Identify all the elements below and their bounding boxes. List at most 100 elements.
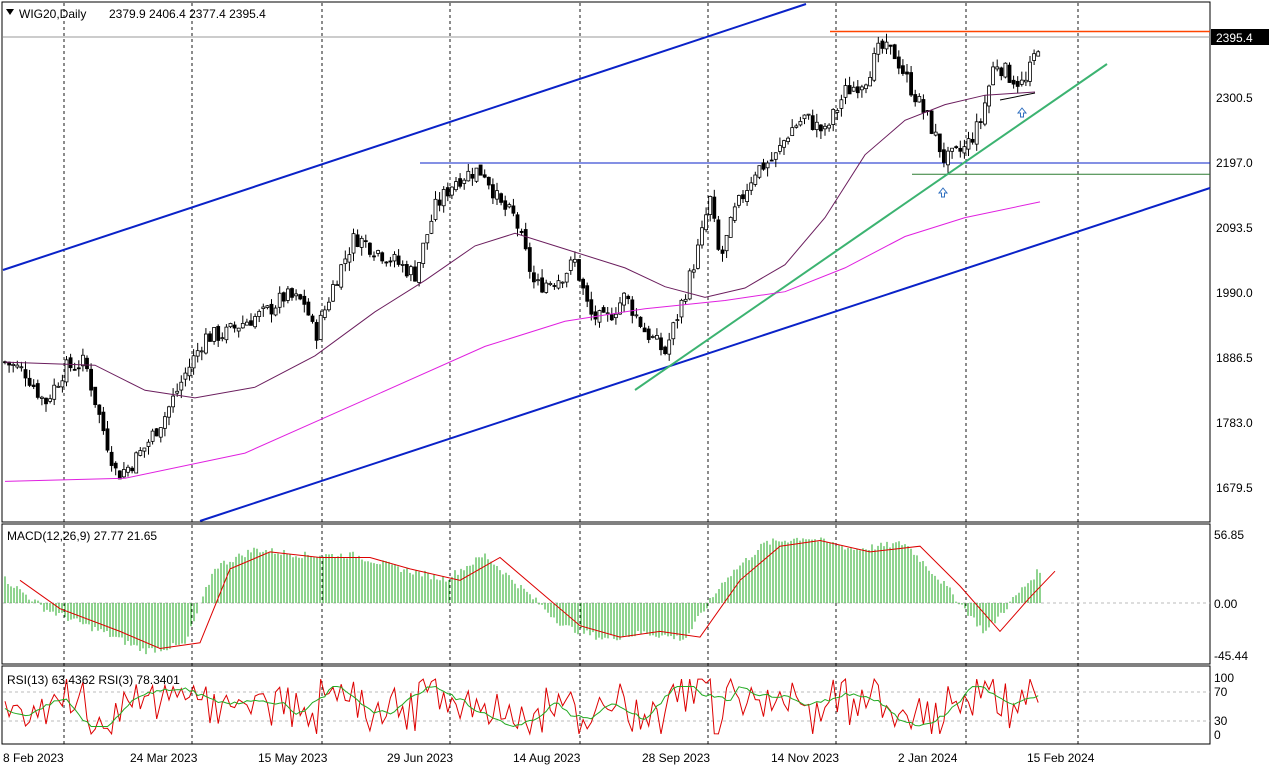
candle-bear (540, 277, 544, 293)
up-arrow-icon (1016, 107, 1028, 118)
candle-bull (556, 280, 561, 289)
candle-bull (696, 244, 700, 269)
candle-bear (769, 159, 774, 162)
candle-bull (220, 337, 225, 340)
candle-bull (11, 363, 16, 366)
candle-bull (257, 310, 262, 317)
candle-bull (991, 66, 995, 86)
candle-bull (441, 189, 446, 207)
macd-tick: 0.00 (1214, 597, 1238, 611)
candle-bull (277, 292, 282, 308)
candle-bull (171, 395, 176, 408)
candle-bull (757, 165, 762, 178)
candle-bear (281, 292, 286, 302)
candle-bull (737, 195, 741, 206)
candle-bear (93, 386, 98, 406)
candle-bear (85, 357, 89, 370)
candle-bull (1032, 53, 1036, 61)
candle-bull (122, 469, 126, 478)
candle-bull (536, 279, 540, 282)
uptrend-line (634, 63, 1108, 391)
candle-bear (23, 369, 28, 379)
candle-bear (31, 384, 36, 387)
candle-bull (860, 86, 864, 91)
candle-bear (1011, 79, 1016, 85)
candle-bear (302, 295, 307, 305)
price-tick: 2300.5 (1216, 91, 1253, 105)
rsi-tick: 70 (1214, 685, 1228, 699)
candle-bull (212, 327, 217, 342)
candle-bull (843, 85, 848, 98)
candle-bear (970, 138, 975, 143)
candle-bull (708, 196, 713, 215)
candle-bear (413, 266, 417, 282)
candle-bull (343, 258, 348, 265)
candle-bull (679, 299, 684, 318)
candle-bull (827, 124, 831, 129)
lower-channel-line (199, 187, 1211, 522)
candle-bull (339, 264, 344, 288)
price-tick: 2197.0 (1216, 156, 1253, 170)
candle-bull (244, 321, 249, 326)
candle-bear (659, 337, 663, 351)
candle-bull (634, 314, 639, 317)
candle-bull (814, 121, 819, 131)
candle-bull (782, 140, 786, 148)
short-trend-line (999, 92, 1036, 101)
date-label: 14 Nov 2023 (771, 751, 839, 765)
candle-bull (823, 125, 827, 130)
candle-bull (40, 396, 44, 399)
candle-bull (236, 327, 241, 332)
candle-bull (19, 366, 24, 369)
candle-bull (134, 452, 139, 474)
candle-bear (130, 467, 135, 472)
candle-bull (917, 96, 922, 103)
candle-bull (1024, 79, 1028, 83)
candle-bear (901, 65, 905, 74)
candle-bull (429, 220, 434, 234)
candle-bull (868, 76, 872, 87)
candle-bull (56, 385, 61, 388)
candle-bull (933, 131, 938, 136)
candle-bear (855, 86, 860, 94)
candle-bull (573, 258, 577, 263)
dropdown-triangle-icon[interactable] (6, 9, 14, 15)
candle-bear (113, 462, 118, 469)
candle-bear (515, 214, 520, 229)
candle-bull (987, 85, 991, 107)
candle-bull (146, 441, 151, 447)
candle-bear (958, 147, 963, 152)
candle-bull (675, 319, 680, 322)
pane-frames (1, 1, 1211, 745)
candle-bear (27, 377, 32, 386)
candle-bull (376, 250, 381, 254)
candle-bear (937, 133, 942, 153)
candle-bear (712, 196, 717, 219)
last-price-label: 2395.4 (1216, 31, 1253, 45)
date-label: 24 Mar 2023 (130, 751, 198, 765)
candle-bear (819, 124, 823, 132)
candle-bear (585, 285, 590, 302)
candle-bear (896, 56, 901, 69)
candle-bear (630, 299, 635, 316)
candle-bull (392, 254, 397, 262)
candle-bull (1036, 51, 1041, 57)
candle-bear (503, 200, 508, 210)
candle-bear (847, 85, 852, 95)
candle-bull (773, 152, 778, 160)
date-label: 2 Jan 2024 (898, 751, 958, 765)
candle-bull (704, 214, 708, 231)
rsi-tick: 30 (1214, 714, 1228, 728)
candle-bull (15, 364, 20, 368)
date-label: 15 Feb 2024 (1027, 751, 1095, 765)
candle-bear (523, 229, 528, 250)
candle-bear (499, 193, 504, 203)
candle-bull (199, 350, 204, 353)
candle-bull (224, 326, 229, 341)
ohlc-text: 2379.9 2406.4 2377.4 2395.4 (109, 7, 266, 21)
candle-bear (372, 255, 376, 258)
candle-bull (753, 174, 758, 185)
candle-bull (794, 125, 799, 128)
candle-bear (720, 249, 725, 254)
